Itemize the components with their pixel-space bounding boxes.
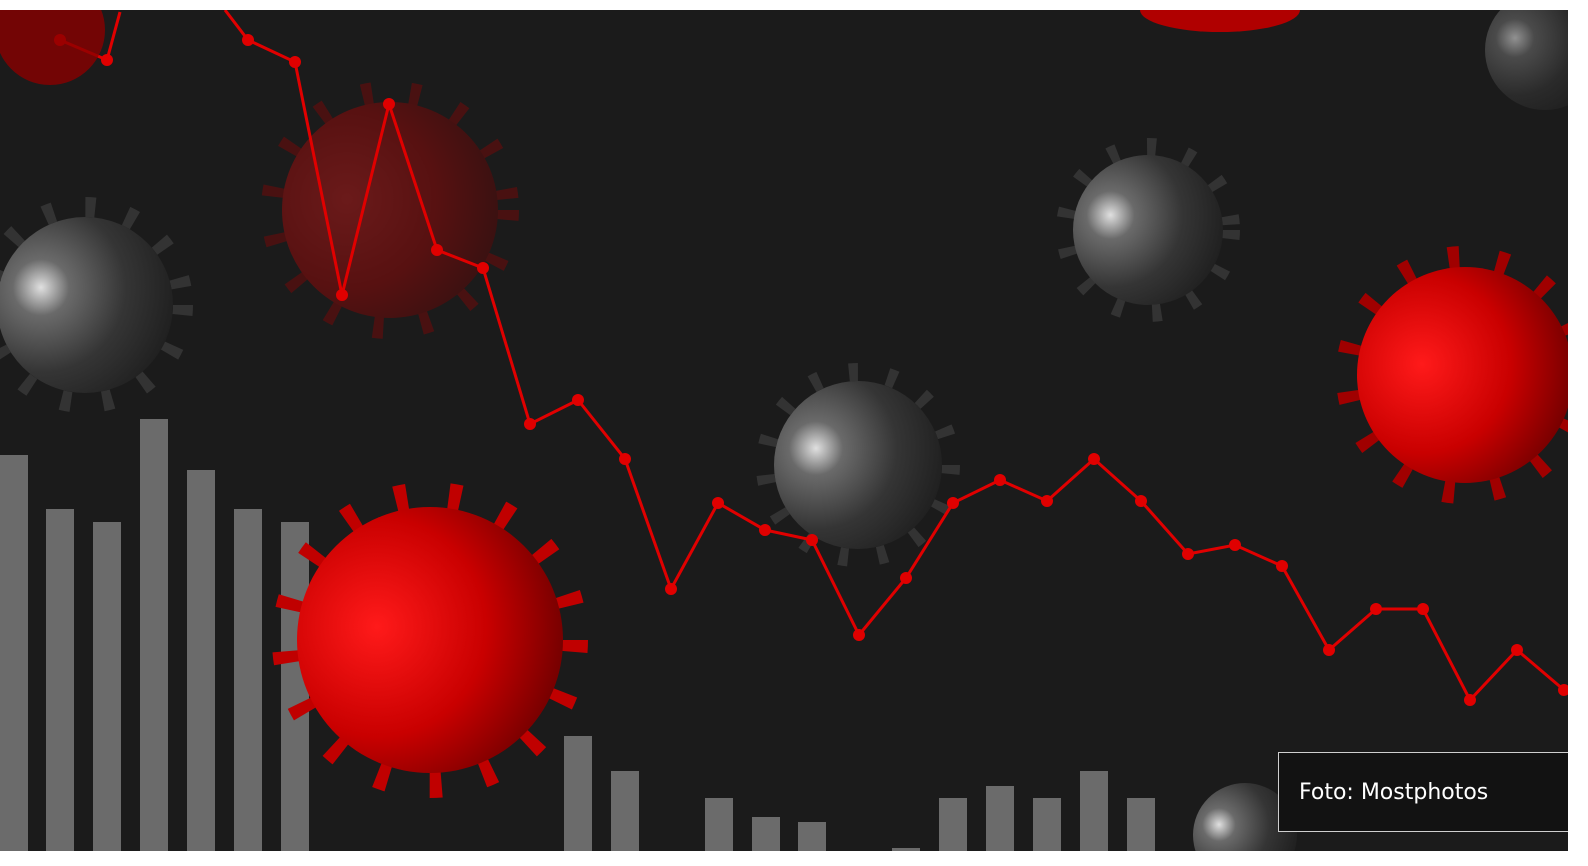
photo-caption: Foto: Mostphotos [1278,752,1568,832]
red-line [54,10,1568,706]
virus-red [0,10,1568,798]
decorative-bars [0,419,1155,851]
virus-gray [0,10,1568,851]
illustration [0,10,1568,851]
